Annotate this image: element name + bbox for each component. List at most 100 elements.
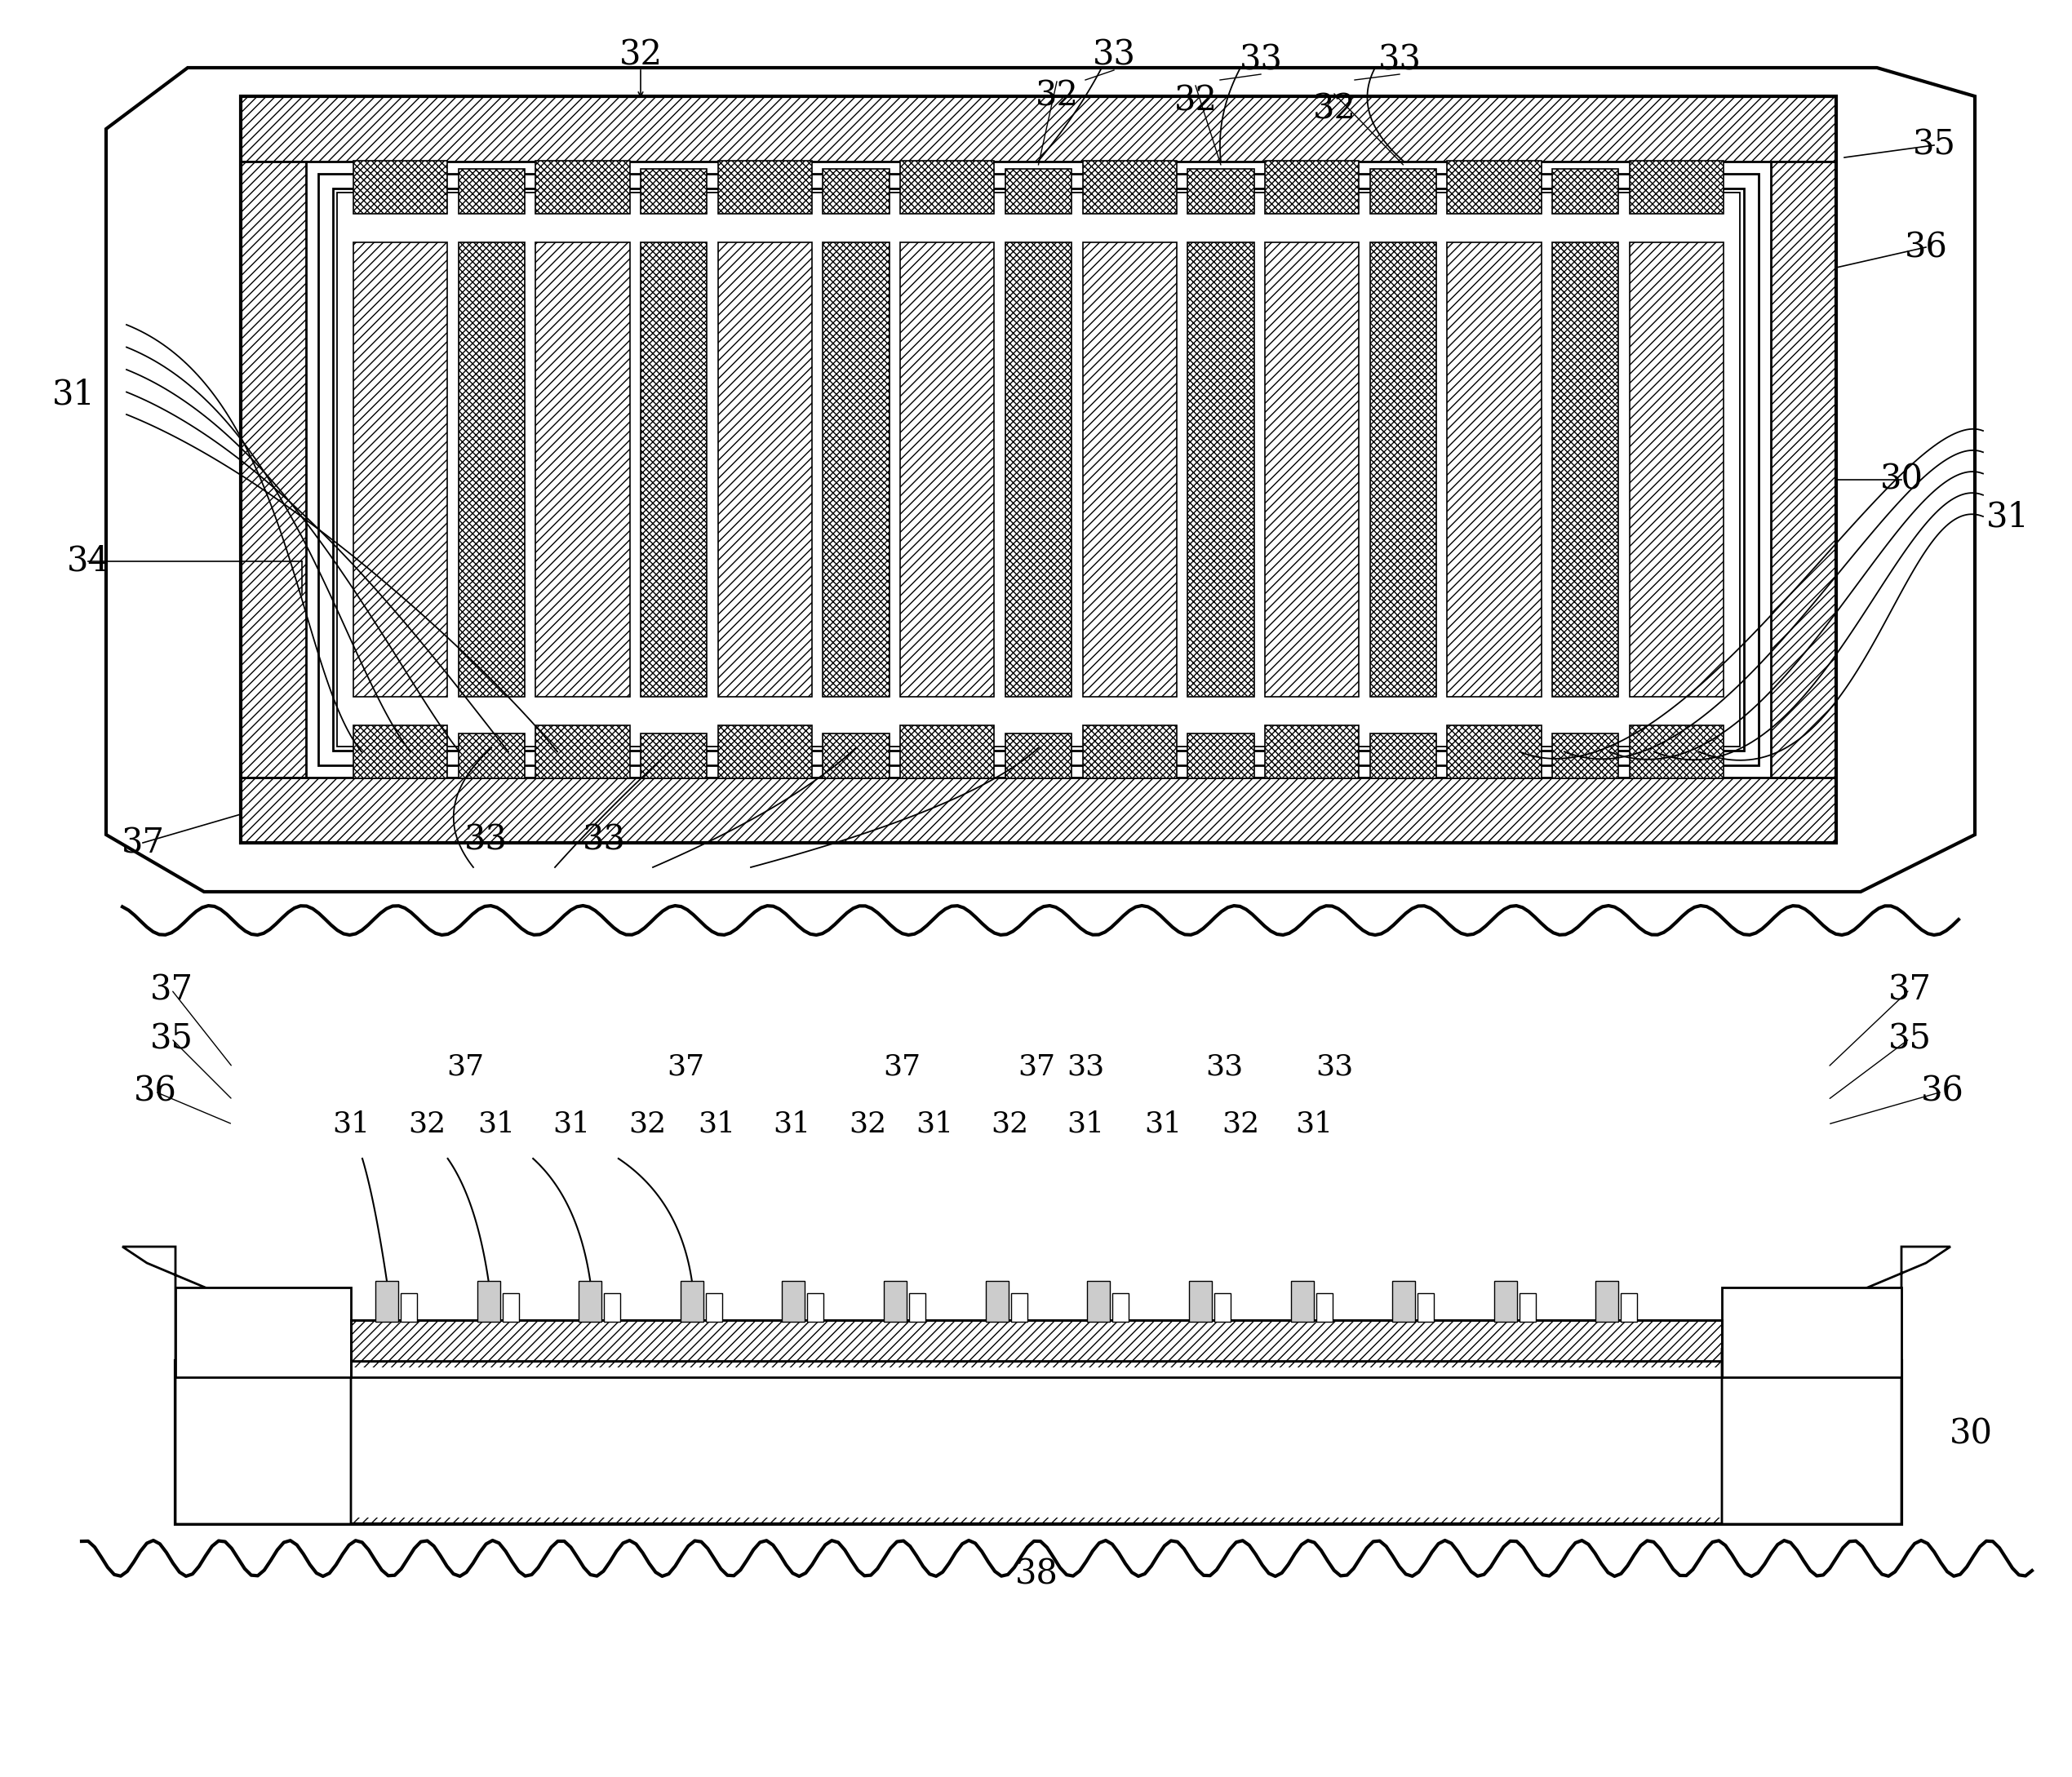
Text: 31: 31 bbox=[52, 377, 95, 410]
Text: 31: 31 bbox=[916, 1111, 953, 1137]
Bar bbox=[537, 725, 630, 778]
Bar bbox=[719, 725, 812, 778]
Text: 37: 37 bbox=[1017, 1054, 1055, 1080]
Bar bbox=[1494, 1281, 1517, 1322]
Bar bbox=[182, 1368, 1896, 1518]
Text: 37: 37 bbox=[120, 826, 164, 860]
Text: 32: 32 bbox=[1036, 80, 1080, 114]
Bar bbox=[458, 169, 524, 213]
Bar bbox=[1629, 725, 1724, 778]
Bar bbox=[823, 242, 889, 697]
Text: 30: 30 bbox=[1950, 1418, 1993, 1452]
Text: 35: 35 bbox=[1912, 128, 1956, 162]
Bar bbox=[1552, 734, 1618, 778]
Bar bbox=[176, 1288, 350, 1377]
Bar bbox=[1370, 242, 1436, 697]
Text: 32: 32 bbox=[1222, 1111, 1260, 1137]
Text: 37: 37 bbox=[667, 1054, 704, 1080]
Text: 33: 33 bbox=[464, 823, 508, 858]
Text: 33: 33 bbox=[1092, 39, 1135, 73]
Bar bbox=[1005, 169, 1071, 213]
Bar bbox=[1005, 734, 1071, 778]
Bar bbox=[1552, 242, 1618, 697]
Bar bbox=[1370, 734, 1436, 778]
Bar bbox=[901, 162, 995, 213]
Bar bbox=[240, 96, 1836, 842]
Text: 32: 32 bbox=[850, 1111, 887, 1137]
Bar bbox=[640, 169, 707, 213]
Bar bbox=[901, 242, 995, 697]
Bar bbox=[1448, 162, 1542, 213]
Bar bbox=[1084, 725, 1177, 778]
Bar bbox=[458, 734, 524, 778]
Text: 31: 31 bbox=[773, 1111, 810, 1137]
Bar bbox=[1629, 162, 1724, 213]
Text: 37: 37 bbox=[149, 972, 193, 1008]
Bar bbox=[1187, 169, 1254, 213]
Bar bbox=[1629, 242, 1724, 697]
Text: 33: 33 bbox=[1239, 43, 1283, 76]
Bar bbox=[885, 1281, 908, 1322]
Bar bbox=[1392, 1281, 1415, 1322]
Bar bbox=[1005, 242, 1071, 697]
Text: 31: 31 bbox=[1144, 1111, 1181, 1137]
Bar bbox=[350, 1320, 1722, 1361]
Bar bbox=[1291, 1281, 1314, 1322]
Text: 38: 38 bbox=[1015, 1557, 1059, 1592]
Bar bbox=[640, 242, 707, 697]
Polygon shape bbox=[122, 1247, 350, 1525]
Polygon shape bbox=[1722, 1247, 1950, 1525]
Bar bbox=[1595, 1281, 1618, 1322]
Bar bbox=[1084, 162, 1177, 213]
Text: 31: 31 bbox=[1985, 499, 2028, 533]
Text: 31: 31 bbox=[698, 1111, 736, 1137]
Bar bbox=[319, 174, 1759, 766]
Bar bbox=[707, 1294, 723, 1322]
Bar bbox=[1187, 242, 1254, 697]
Text: 32: 32 bbox=[628, 1111, 665, 1137]
Bar bbox=[176, 1361, 1902, 1525]
Text: 36: 36 bbox=[1921, 1075, 1964, 1109]
Bar bbox=[823, 734, 889, 778]
Bar bbox=[1722, 1288, 1902, 1377]
Text: 36: 36 bbox=[133, 1075, 176, 1109]
Bar bbox=[501, 1294, 518, 1322]
Text: 32: 32 bbox=[990, 1111, 1028, 1137]
Text: 33: 33 bbox=[1067, 1054, 1104, 1080]
Text: 31: 31 bbox=[332, 1111, 369, 1137]
Text: 37: 37 bbox=[445, 1054, 485, 1080]
Bar bbox=[1448, 242, 1542, 697]
Bar bbox=[1189, 1281, 1212, 1322]
Text: 31: 31 bbox=[477, 1111, 516, 1137]
Bar bbox=[458, 242, 524, 697]
Bar bbox=[1088, 1281, 1111, 1322]
Bar bbox=[354, 162, 448, 213]
Bar bbox=[375, 1281, 398, 1322]
Text: 32: 32 bbox=[1175, 84, 1216, 117]
Bar bbox=[334, 188, 1745, 750]
Bar bbox=[910, 1294, 926, 1322]
Text: 31: 31 bbox=[1295, 1111, 1332, 1137]
Bar bbox=[1370, 169, 1436, 213]
Bar bbox=[240, 162, 307, 778]
Bar bbox=[1084, 242, 1177, 697]
Bar bbox=[1266, 162, 1359, 213]
Text: 37: 37 bbox=[1888, 972, 1931, 1008]
Text: 30: 30 bbox=[1879, 462, 1923, 498]
Bar bbox=[781, 1281, 806, 1322]
Bar bbox=[640, 734, 707, 778]
Bar bbox=[1772, 162, 1836, 778]
Bar bbox=[578, 1281, 601, 1322]
Bar bbox=[537, 162, 630, 213]
Bar bbox=[1187, 734, 1254, 778]
Bar bbox=[400, 1294, 416, 1322]
Bar bbox=[1552, 169, 1618, 213]
Text: 33: 33 bbox=[1316, 1054, 1353, 1080]
Bar bbox=[605, 1294, 620, 1322]
Bar bbox=[1214, 1294, 1231, 1322]
Text: 34: 34 bbox=[66, 544, 110, 579]
Bar bbox=[477, 1281, 499, 1322]
Bar bbox=[986, 1281, 1009, 1322]
Bar bbox=[1417, 1294, 1434, 1322]
Bar bbox=[719, 162, 812, 213]
